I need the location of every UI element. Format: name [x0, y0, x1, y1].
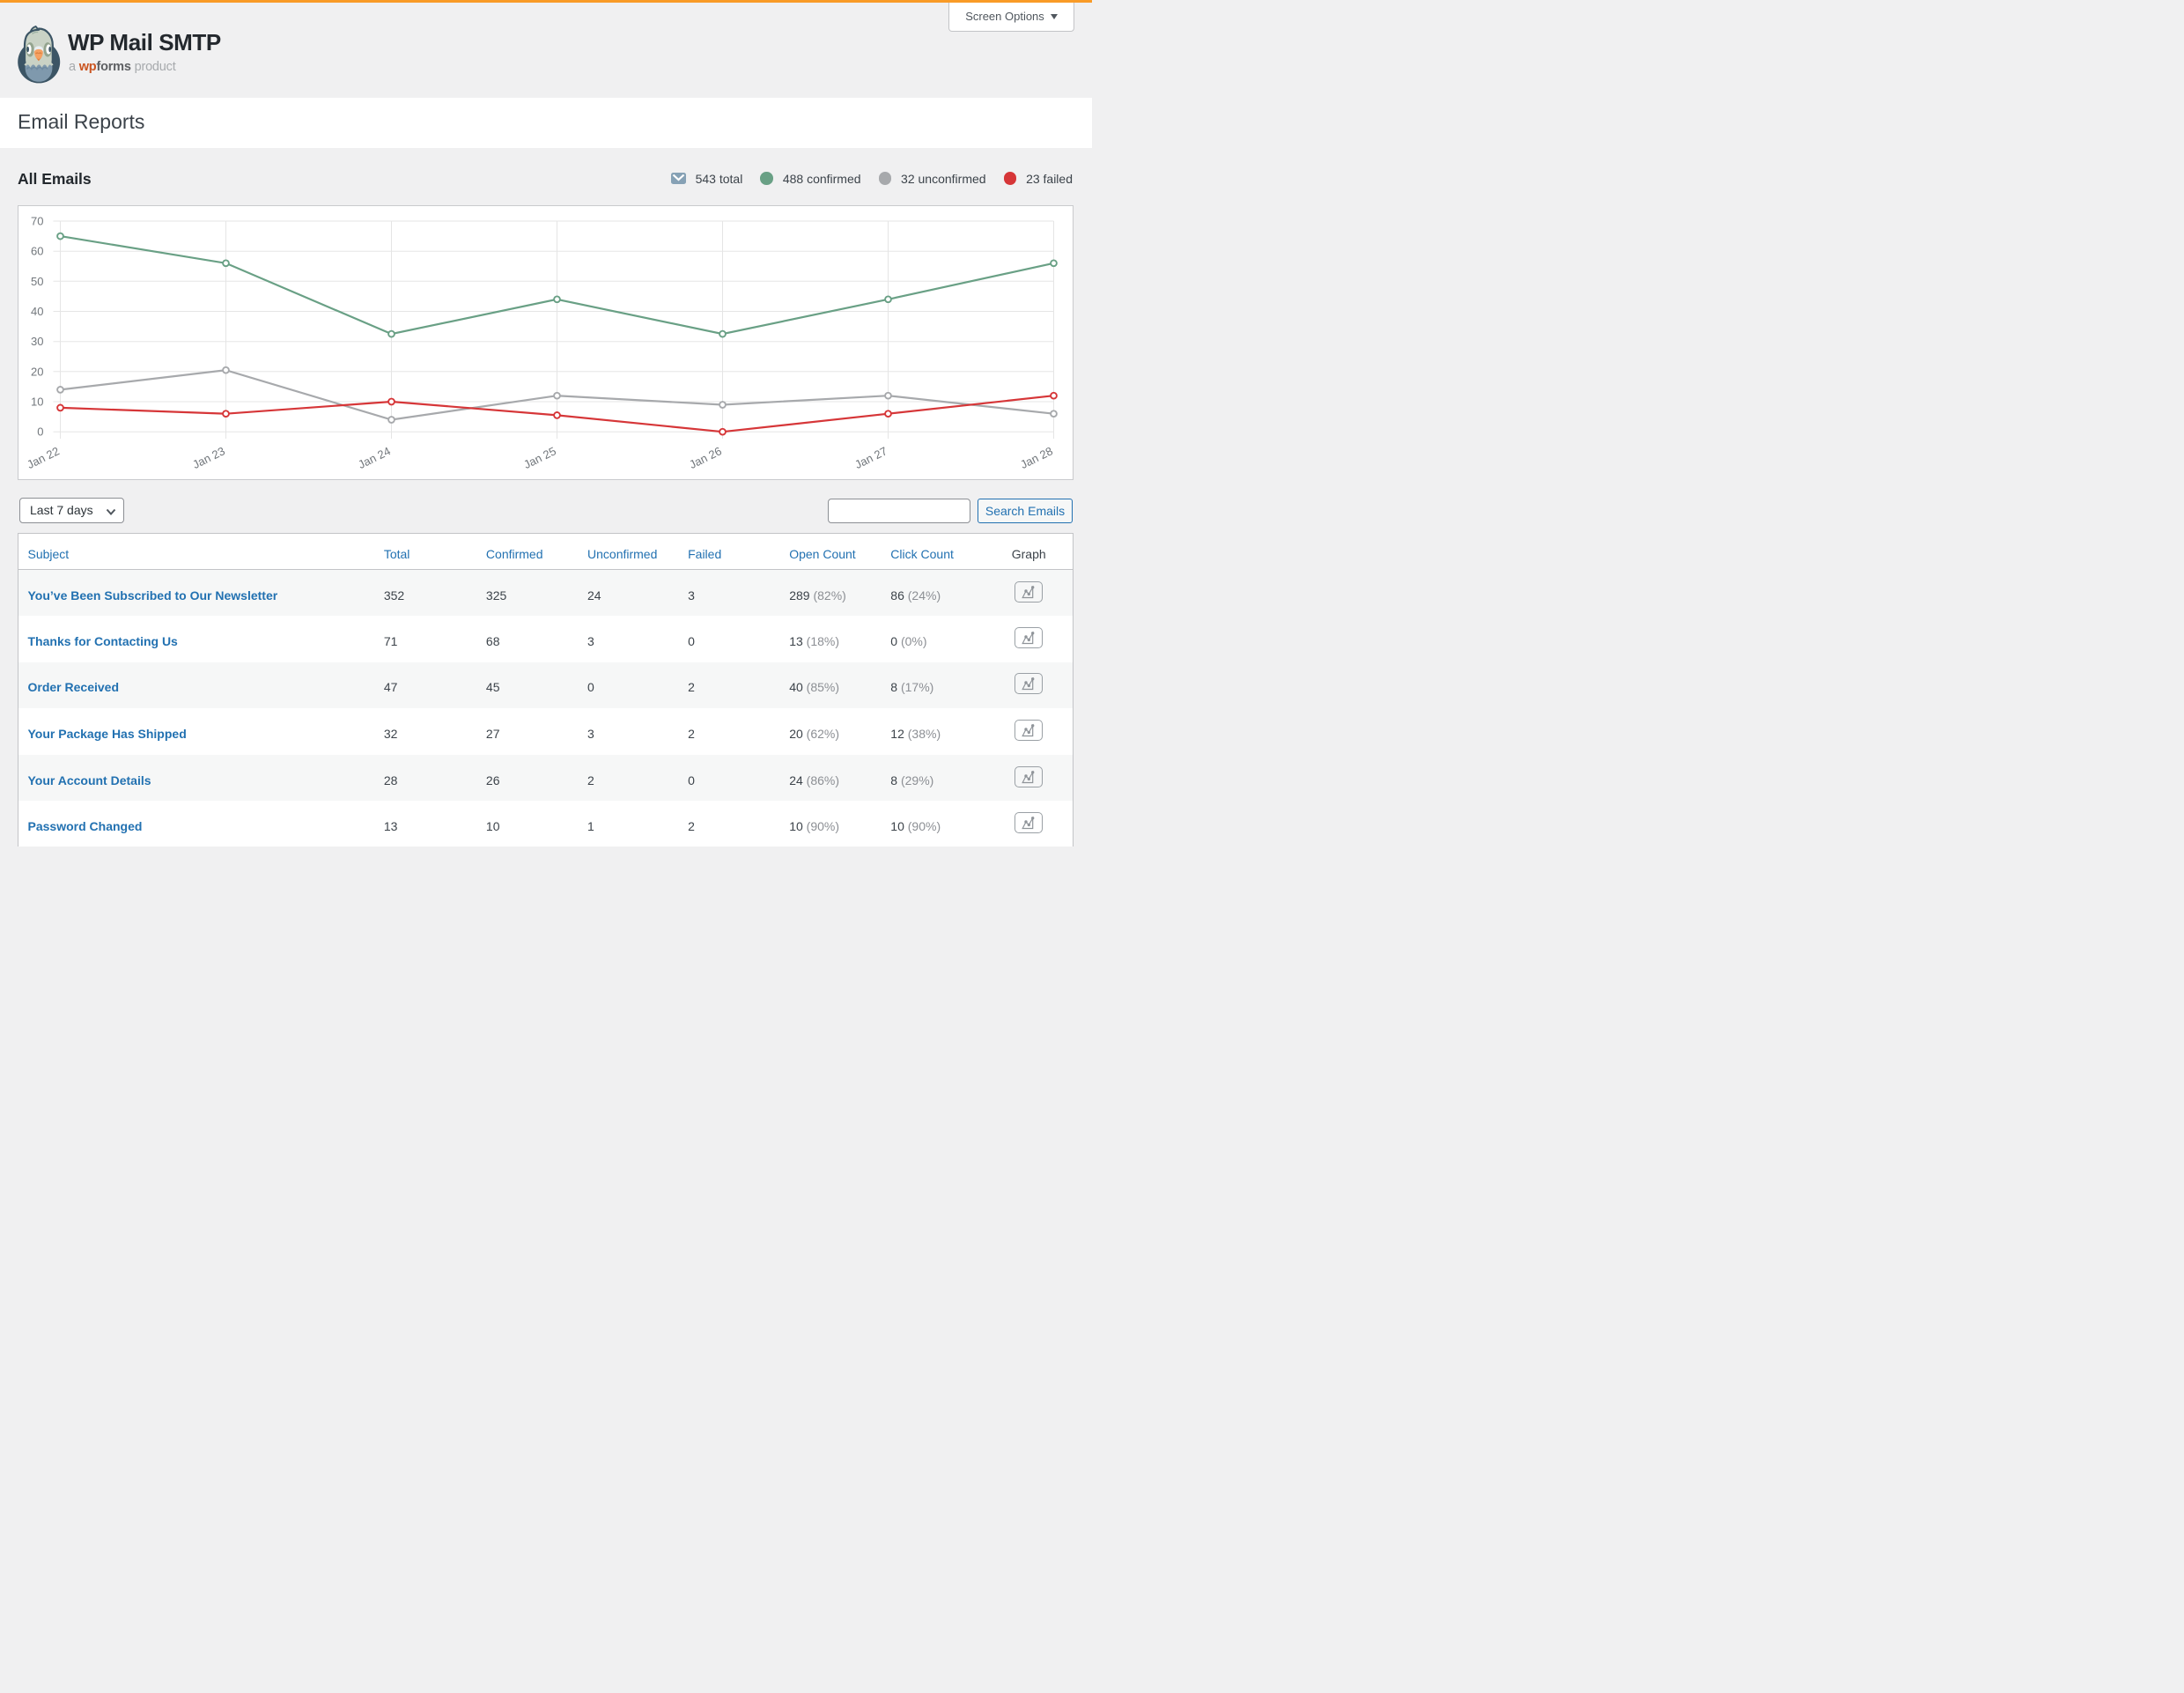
svg-text:Jan 25: Jan 25 — [521, 444, 558, 471]
svg-text:Jan 26: Jan 26 — [687, 444, 724, 471]
svg-text:40: 40 — [31, 305, 43, 318]
svg-text:Jan 27: Jan 27 — [852, 444, 889, 471]
svg-text:0: 0 — [37, 425, 43, 439]
svg-text:Jan 23: Jan 23 — [190, 444, 227, 471]
svg-text:50: 50 — [31, 275, 43, 288]
svg-text:20: 20 — [31, 365, 43, 378]
svg-text:60: 60 — [31, 245, 43, 258]
svg-text:Jan 24: Jan 24 — [356, 444, 393, 471]
svg-text:70: 70 — [31, 215, 43, 228]
svg-text:Jan 22: Jan 22 — [25, 444, 62, 471]
svg-text:Jan 28: Jan 28 — [1018, 444, 1055, 471]
svg-text:30: 30 — [31, 335, 43, 348]
svg-text:10: 10 — [31, 396, 43, 409]
